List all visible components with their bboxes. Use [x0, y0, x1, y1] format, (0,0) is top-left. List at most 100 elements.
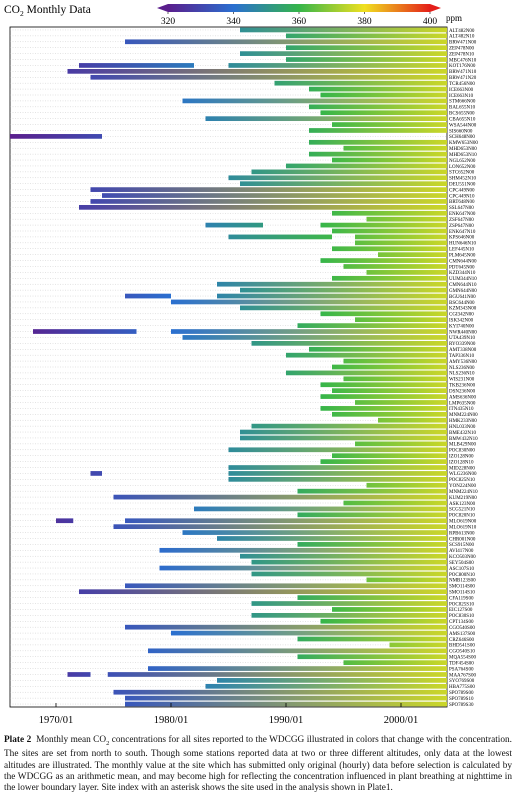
data-segment	[251, 559, 447, 565]
data-segment	[125, 518, 447, 524]
data-segment	[286, 57, 447, 62]
data-segment	[125, 293, 171, 299]
site-label: BCS655N00	[449, 112, 475, 117]
site-label: WSA544N00	[449, 123, 477, 128]
colorbar-tick-label: 320	[161, 17, 176, 27]
site-label: ICE663N00	[449, 88, 474, 93]
data-segment	[355, 240, 447, 246]
data-segment	[320, 92, 447, 98]
data-segment	[366, 482, 447, 488]
data-segment	[251, 169, 447, 175]
data-segment	[355, 317, 447, 323]
data-segment	[148, 666, 447, 671]
data-segment	[320, 382, 447, 388]
site-label: KMW653N00	[449, 141, 478, 146]
site-label: MQA554S00	[449, 656, 476, 661]
site-label: MAA767S00	[449, 673, 476, 678]
data-segment	[217, 281, 447, 287]
data-segment	[182, 530, 447, 535]
site-label: KOT176N00	[449, 64, 476, 69]
data-segment	[113, 689, 447, 695]
site-label: CHR001N00	[449, 537, 476, 542]
site-label: SYO769S00	[449, 679, 475, 684]
chart-title: CO2 Monthly Data	[4, 4, 91, 18]
caption-text: concentrations for all sites reported to…	[4, 735, 512, 794]
colorbar-extension	[430, 4, 441, 12]
caption-subscript: 2	[106, 739, 110, 747]
site-label: RYO339N00	[449, 342, 476, 347]
site-label: KZM343N00	[449, 307, 477, 312]
site-label: BAL655N10	[449, 106, 476, 111]
site-label: TAP336N10	[449, 354, 475, 359]
data-segment	[309, 128, 447, 133]
site-label: YON224N00	[449, 484, 476, 489]
data-segment	[228, 175, 447, 181]
site-label: ALT482N10	[449, 35, 475, 40]
data-segment	[217, 678, 447, 683]
site-label: CBA655N10	[449, 117, 476, 122]
data-segment	[171, 329, 447, 334]
site-label: SHM452N10	[449, 177, 476, 182]
site-label: HUN646N10	[449, 242, 476, 247]
colorbar	[168, 4, 430, 12]
data-segment	[332, 453, 447, 459]
data-segment	[389, 642, 447, 648]
colorbar-tick-label: 340	[226, 17, 241, 27]
data-segment	[297, 595, 447, 600]
site-label: SMO114S10	[449, 590, 475, 595]
data-segment	[343, 376, 447, 382]
data-segment	[332, 275, 447, 281]
data-segment	[251, 612, 447, 618]
data-segment	[125, 695, 447, 701]
data-segment	[355, 234, 447, 240]
site-label: KZD344N10	[449, 271, 476, 276]
site-label: ICE663N10	[449, 94, 474, 99]
data-segment	[56, 518, 74, 524]
data-segment	[355, 400, 447, 405]
site-label: STM666N00	[449, 100, 476, 105]
data-segment	[33, 329, 137, 334]
data-segment	[297, 488, 447, 494]
data-segment	[297, 323, 447, 328]
site-label: BRW471N20	[449, 76, 477, 81]
site-label: AMY536N00	[449, 360, 477, 365]
data-segment	[171, 630, 447, 636]
data-segment	[378, 417, 447, 423]
x-tick-label: 1970/01	[39, 715, 73, 726]
site-label: POC800N10	[449, 573, 475, 578]
caption-text: Monthly mean CO	[36, 735, 107, 745]
data-segment	[366, 216, 447, 222]
site-label: EIC127S00	[449, 608, 473, 613]
data-segment	[251, 601, 447, 606]
data-segment	[205, 222, 263, 228]
site-label: MNM224N10	[449, 490, 478, 495]
site-label: BRW471N10	[449, 70, 477, 75]
data-segment	[320, 222, 447, 228]
data-segment	[332, 411, 447, 417]
data-segment	[297, 636, 447, 642]
colorbar-unit: ppm	[446, 13, 462, 23]
data-segment	[332, 210, 447, 216]
site-label: BRW471N00	[449, 41, 477, 46]
site-label: HNL033N00	[449, 425, 476, 430]
data-segment	[286, 45, 447, 51]
site-label: SCS915N00	[449, 543, 475, 548]
site-label: AMT338N00	[449, 348, 477, 353]
data-segment	[332, 246, 447, 252]
site-label: SPO789S30	[449, 703, 474, 708]
site-label: WIS231N00	[449, 378, 475, 383]
site-label: AVI417N00	[449, 549, 474, 554]
data-segment	[240, 27, 447, 33]
data-segment	[297, 654, 447, 660]
data-segment	[67, 672, 91, 677]
site-label: RPB613N00	[449, 531, 475, 536]
site-label: ASK123N00	[449, 502, 476, 507]
site-label: CMN644N10	[449, 283, 477, 288]
site-label: NGL652N00	[449, 159, 476, 164]
data-segment	[125, 39, 447, 45]
data-segment	[251, 423, 447, 429]
site-label: BSC644N00	[449, 301, 475, 306]
data-segment	[332, 157, 447, 163]
data-segment	[90, 74, 447, 80]
